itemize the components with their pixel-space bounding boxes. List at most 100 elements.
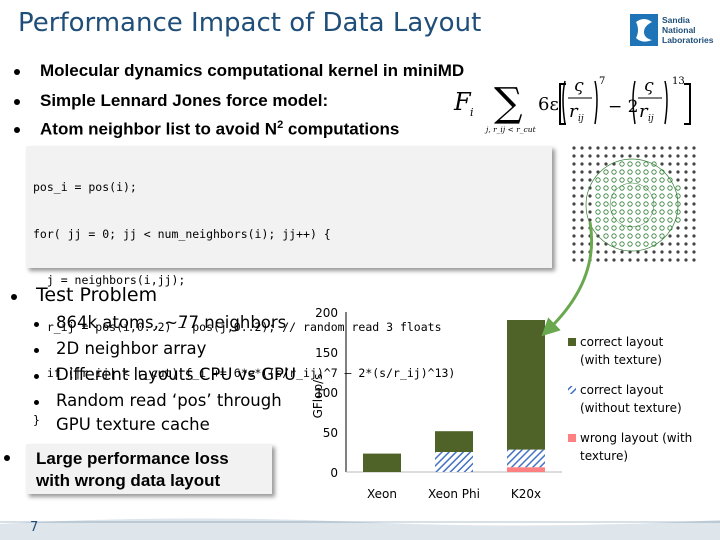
bar-correct-layout-with-texture- xyxy=(435,431,473,452)
legend-label: (with texture) xyxy=(580,353,662,367)
atom-dot xyxy=(635,233,641,239)
atom-dot xyxy=(643,201,649,207)
atom-dot xyxy=(603,185,609,191)
atom-dot xyxy=(643,241,649,247)
atom-dot xyxy=(627,193,633,199)
atom-dot xyxy=(588,218,592,222)
atom-dot xyxy=(635,169,641,175)
atom-dot xyxy=(572,178,576,182)
atom-dot xyxy=(595,209,601,215)
atom-dot xyxy=(619,193,625,199)
atom-dot xyxy=(651,177,657,183)
atom-dot xyxy=(627,185,633,191)
atom-dot xyxy=(619,225,625,231)
atom-dot xyxy=(692,178,696,182)
bullet-dot xyxy=(14,127,20,133)
atom-dot xyxy=(668,154,672,158)
atom-dot xyxy=(604,154,608,158)
atom-dot xyxy=(572,186,576,190)
atom-dot xyxy=(588,194,592,198)
atom-dot xyxy=(619,177,625,183)
atom-dot xyxy=(619,201,625,207)
atom-dot xyxy=(636,146,640,150)
atom-dot xyxy=(692,146,696,150)
atom-dot xyxy=(611,241,617,247)
atom-dot xyxy=(644,146,648,150)
loss-line: Large performance loss xyxy=(36,449,229,468)
x-tick-label: K20x xyxy=(511,487,541,501)
atom-dot xyxy=(636,250,640,254)
legend-label: texture) xyxy=(580,449,628,463)
atom-dot xyxy=(612,146,616,150)
svg-text:ς: ς xyxy=(574,76,584,96)
slide-title: Performance Impact of Data Layout xyxy=(18,8,482,38)
atom-dot xyxy=(611,169,617,175)
atom-dot xyxy=(692,194,696,198)
atom-dot xyxy=(660,146,664,150)
cutoff-radius-circle xyxy=(585,158,679,252)
atom-dot xyxy=(588,154,592,158)
atom-dot xyxy=(612,250,616,254)
atom-dot xyxy=(588,178,592,182)
atom-dot xyxy=(572,258,576,262)
test-item: 864k atoms, ~77 neighbors xyxy=(34,313,286,332)
atom-dot xyxy=(580,186,584,190)
bullet-dot xyxy=(4,455,10,461)
atom-dot xyxy=(572,194,576,198)
atom-dot xyxy=(612,258,616,262)
y-tick-label: 50 xyxy=(323,426,338,440)
svg-text:i: i xyxy=(470,106,474,119)
atom-dot xyxy=(572,250,576,254)
atom-dot xyxy=(668,146,672,150)
bar-wrong-layout-with-texture- xyxy=(507,467,545,472)
x-tick-label: Xeon Phi xyxy=(428,487,480,501)
atom-dot xyxy=(659,233,665,239)
atom-dot xyxy=(692,242,696,246)
atom-dot xyxy=(611,209,617,215)
atom-dot xyxy=(580,218,584,222)
gflops-bar-chart: 200 150 100 50 0 GFlop/s Xeon Xeon Phi K20x corre… xyxy=(311,306,692,501)
legend-label: correct layout xyxy=(580,335,664,349)
atom-dot xyxy=(596,154,600,158)
atom-dot xyxy=(604,146,608,150)
y-tick-label: 100 xyxy=(315,386,338,400)
atom-dot xyxy=(619,209,625,215)
atom-dot xyxy=(611,201,617,207)
atom-dot xyxy=(580,242,584,246)
atom-dot xyxy=(580,194,584,198)
atom-dot xyxy=(676,258,680,262)
atom-dot xyxy=(572,170,576,174)
atom-dot xyxy=(684,234,688,238)
bar-correct-layout-without-texture- xyxy=(435,452,473,472)
atom-dot xyxy=(667,185,673,191)
atom-dot xyxy=(619,169,625,175)
code-line: } xyxy=(33,412,40,427)
atom-dot xyxy=(580,250,584,254)
svg-text:ij: ij xyxy=(648,114,654,124)
atom-dot xyxy=(619,161,625,167)
atom-dot xyxy=(627,177,633,183)
svg-text:− 2: − 2 xyxy=(608,97,638,117)
atom-dot xyxy=(572,242,576,246)
atom-dot xyxy=(628,154,632,158)
legend-swatch xyxy=(568,338,576,346)
atom-dot xyxy=(668,258,672,262)
atom-dot xyxy=(603,201,609,207)
bullet-dot xyxy=(34,400,39,405)
bullet-dot xyxy=(14,99,20,105)
atom-dot xyxy=(627,209,633,215)
atom-dot xyxy=(572,202,576,206)
bullet-dot xyxy=(34,374,39,379)
atom-dot xyxy=(644,154,648,158)
atom-dot xyxy=(676,162,680,166)
svg-text:ς: ς xyxy=(644,76,654,96)
atom-dot xyxy=(684,146,688,150)
atom-dot xyxy=(595,225,601,231)
atom-dot xyxy=(652,154,656,158)
atom-dot xyxy=(660,154,664,158)
atom-dot xyxy=(572,210,576,214)
atom-dot xyxy=(667,209,673,215)
atom-dot xyxy=(684,250,688,254)
atom-dot xyxy=(595,185,601,191)
svg-text:7: 7 xyxy=(599,76,605,87)
